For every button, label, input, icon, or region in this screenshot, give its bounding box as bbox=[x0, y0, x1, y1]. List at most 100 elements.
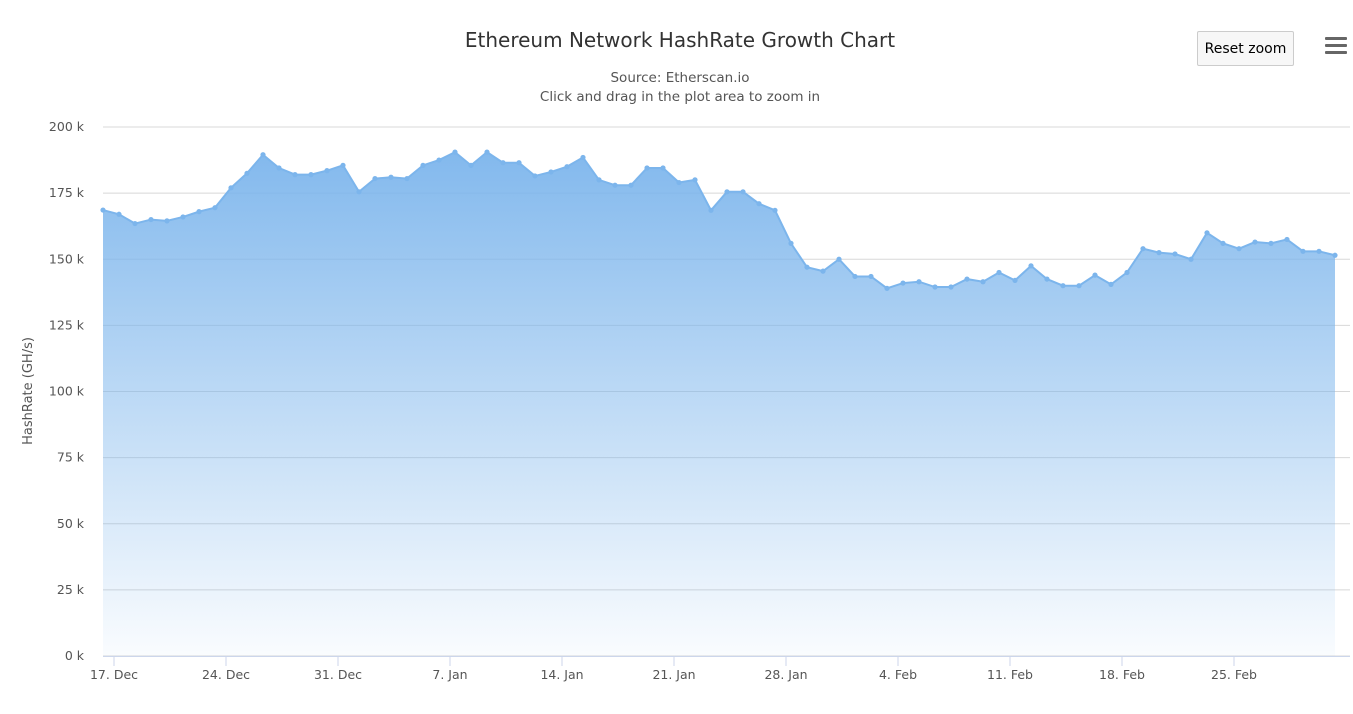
data-point[interactable] bbox=[308, 172, 314, 178]
data-point[interactable] bbox=[756, 201, 762, 207]
data-point[interactable] bbox=[1124, 269, 1130, 276]
data-point[interactable] bbox=[1092, 272, 1098, 278]
data-point[interactable] bbox=[868, 273, 874, 280]
data-point[interactable] bbox=[372, 175, 378, 182]
area-fill bbox=[103, 152, 1335, 656]
data-point[interactable] bbox=[1028, 263, 1034, 269]
data-point[interactable] bbox=[1156, 250, 1162, 256]
data-point[interactable] bbox=[724, 189, 730, 195]
data-point[interactable] bbox=[324, 168, 330, 174]
x-tick-label: 18. Feb bbox=[1099, 667, 1145, 682]
data-point[interactable] bbox=[148, 216, 154, 223]
x-tick-label: 24. Dec bbox=[202, 667, 250, 682]
data-point[interactable] bbox=[1284, 236, 1290, 243]
data-point[interactable] bbox=[1172, 251, 1178, 257]
data-point[interactable] bbox=[180, 214, 186, 220]
data-point[interactable] bbox=[820, 268, 826, 274]
data-point[interactable] bbox=[356, 189, 362, 195]
data-point[interactable] bbox=[740, 189, 746, 195]
y-tick-label: 100 k bbox=[49, 384, 85, 399]
data-point[interactable] bbox=[1108, 281, 1114, 287]
data-point[interactable] bbox=[836, 256, 842, 262]
hamburger-menu-icon[interactable] bbox=[1325, 37, 1347, 55]
y-tick-label: 25 k bbox=[57, 582, 85, 597]
data-point[interactable] bbox=[1012, 277, 1018, 284]
data-point[interactable] bbox=[420, 162, 426, 168]
data-point[interactable] bbox=[628, 182, 634, 188]
data-point[interactable] bbox=[1236, 246, 1242, 252]
data-point[interactable] bbox=[1268, 240, 1274, 246]
x-tick-label: 21. Jan bbox=[652, 667, 695, 682]
data-point[interactable] bbox=[244, 170, 250, 176]
data-point[interactable] bbox=[132, 220, 138, 227]
data-point[interactable] bbox=[612, 182, 618, 188]
data-point[interactable] bbox=[692, 177, 698, 183]
data-point[interactable] bbox=[164, 218, 170, 224]
reset-zoom-button[interactable]: Reset zoom bbox=[1197, 31, 1294, 66]
data-point[interactable] bbox=[100, 207, 106, 213]
data-point[interactable] bbox=[388, 174, 394, 180]
data-point[interactable] bbox=[1252, 239, 1258, 245]
data-point[interactable] bbox=[1076, 283, 1082, 289]
data-point[interactable] bbox=[548, 169, 554, 175]
data-point[interactable] bbox=[292, 172, 298, 178]
data-point[interactable] bbox=[580, 154, 586, 161]
data-point[interactable] bbox=[1204, 230, 1210, 236]
data-point[interactable] bbox=[116, 211, 122, 217]
data-point[interactable] bbox=[212, 205, 218, 211]
data-point[interactable] bbox=[260, 152, 266, 158]
data-point[interactable] bbox=[852, 273, 858, 280]
data-point[interactable] bbox=[884, 285, 890, 291]
data-point[interactable] bbox=[660, 165, 666, 171]
data-point[interactable] bbox=[788, 240, 794, 246]
data-point[interactable] bbox=[340, 162, 346, 168]
data-point[interactable] bbox=[452, 149, 458, 155]
y-tick-label: 50 k bbox=[57, 516, 85, 531]
data-point[interactable] bbox=[804, 264, 810, 270]
data-point[interactable] bbox=[948, 284, 954, 290]
data-point[interactable] bbox=[196, 209, 202, 215]
data-point[interactable] bbox=[1140, 246, 1146, 252]
data-point[interactable] bbox=[564, 164, 570, 170]
data-point[interactable] bbox=[500, 160, 506, 166]
x-tick-label: 28. Jan bbox=[764, 667, 807, 682]
data-point[interactable] bbox=[676, 179, 682, 186]
data-point[interactable] bbox=[228, 185, 234, 191]
data-point[interactable] bbox=[980, 279, 986, 285]
data-point[interactable] bbox=[1188, 256, 1194, 262]
y-tick-label: 75 k bbox=[57, 450, 85, 465]
y-tick-label: 0 k bbox=[65, 648, 85, 663]
y-tick-label: 200 k bbox=[49, 119, 85, 134]
data-point[interactable] bbox=[1300, 248, 1306, 254]
chart-subtitle: Source: Etherscan.io bbox=[610, 70, 750, 86]
data-point[interactable] bbox=[772, 207, 778, 213]
data-point[interactable] bbox=[996, 269, 1002, 276]
x-tick-label: 25. Feb bbox=[1211, 667, 1257, 682]
x-tick-label: 4. Feb bbox=[879, 667, 917, 682]
zoom-hint: Click and drag in the plot area to zoom … bbox=[539, 89, 821, 105]
data-point[interactable] bbox=[932, 284, 938, 290]
data-point[interactable] bbox=[516, 160, 522, 166]
data-point[interactable] bbox=[1332, 252, 1338, 258]
data-point[interactable] bbox=[916, 279, 922, 285]
data-point[interactable] bbox=[596, 177, 602, 183]
data-point[interactable] bbox=[708, 207, 714, 213]
data-point[interactable] bbox=[964, 276, 970, 282]
data-point[interactable] bbox=[484, 149, 490, 155]
data-point[interactable] bbox=[532, 173, 538, 179]
data-point[interactable] bbox=[644, 165, 650, 171]
data-point[interactable] bbox=[276, 165, 282, 171]
y-axis-title: HashRate (GH/s) bbox=[21, 337, 36, 445]
data-point[interactable] bbox=[900, 280, 906, 286]
data-point[interactable] bbox=[468, 162, 474, 168]
data-point[interactable] bbox=[1044, 276, 1050, 282]
data-point[interactable] bbox=[404, 175, 410, 182]
y-tick-label: 175 k bbox=[49, 185, 85, 200]
data-point[interactable] bbox=[436, 157, 442, 163]
y-tick-label: 125 k bbox=[49, 317, 85, 332]
y-tick-label: 150 k bbox=[49, 251, 85, 266]
data-point[interactable] bbox=[1220, 240, 1226, 246]
data-point[interactable] bbox=[1316, 248, 1322, 254]
data-point[interactable] bbox=[1060, 283, 1066, 289]
